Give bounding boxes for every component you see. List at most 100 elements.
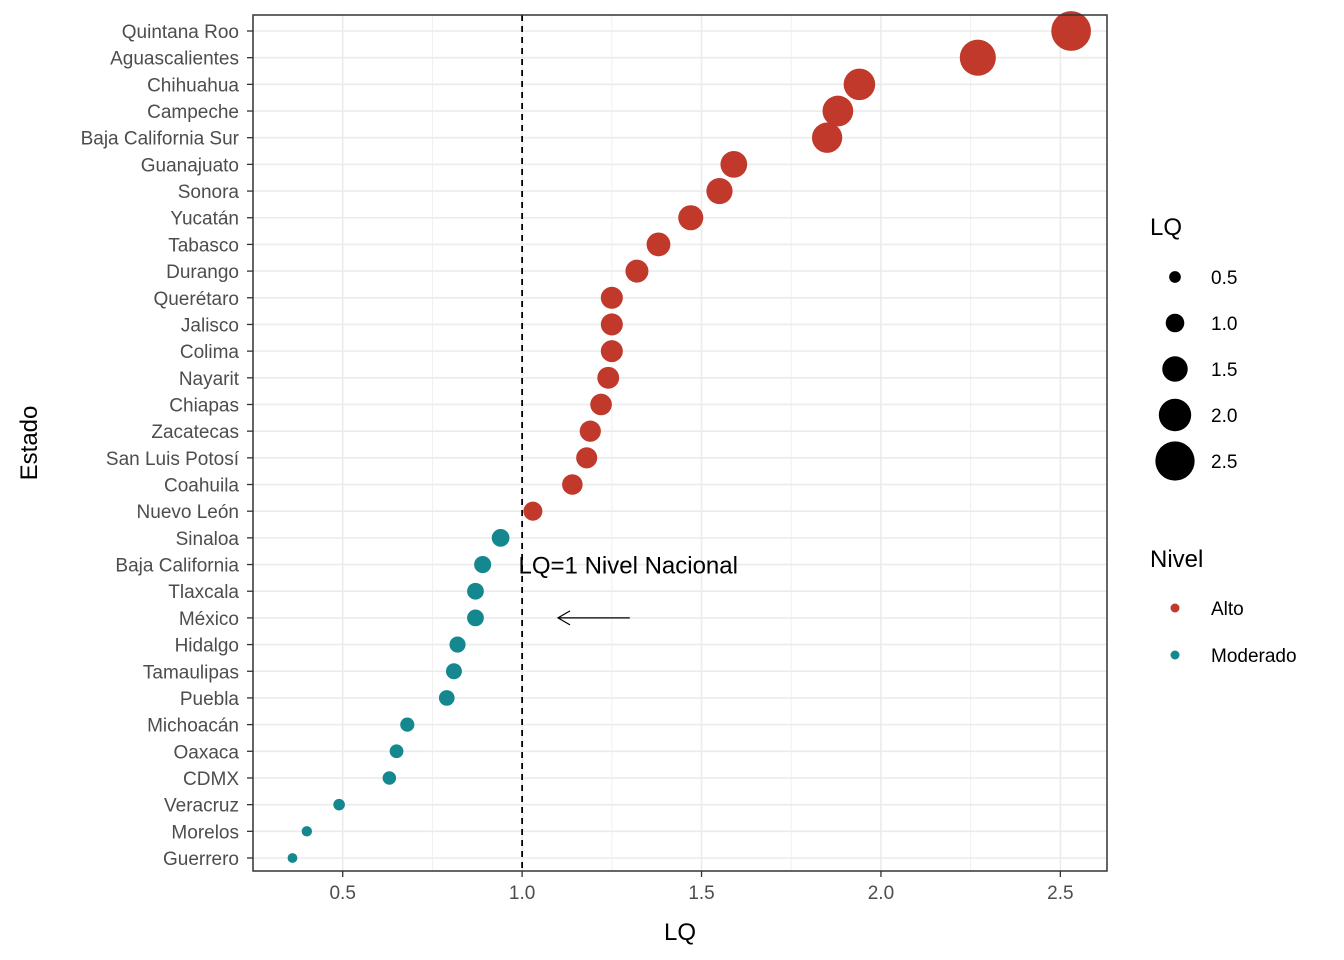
size-legend-key <box>1162 356 1188 382</box>
grid-layer <box>252 15 1107 871</box>
data-point <box>590 393 612 416</box>
x-tick-label: 1.0 <box>509 883 535 904</box>
y-tick-label: CDMX <box>183 769 239 790</box>
y-tick-label: Zacatecas <box>151 422 239 443</box>
y-tick-label: Puebla <box>180 689 240 710</box>
annotation-layer: LQ=1 Nivel Nacional <box>519 553 738 626</box>
data-point <box>523 501 543 521</box>
data-point <box>720 151 748 178</box>
y-tick-label: Nuevo León <box>137 502 239 523</box>
x-tick-label: 1.5 <box>688 883 714 904</box>
y-axis: Quintana Roo Aguascalientes Chihuahua Campe… <box>81 22 253 870</box>
plot-panel-border <box>252 14 1108 872</box>
data-point <box>445 663 462 680</box>
y-tick-label: San Luis Potosí <box>106 449 240 470</box>
y-tick-label: Yucatán <box>170 209 239 230</box>
y-tick-label: Veracruz <box>164 796 239 817</box>
size-legend-label: 1.5 <box>1211 360 1237 381</box>
y-tick-label: Guerrero <box>163 849 239 870</box>
y-tick-label: Jalisco <box>181 315 239 336</box>
y-tick-label: Colima <box>180 342 240 363</box>
data-point <box>382 771 397 785</box>
color-legend-label: Moderado <box>1211 646 1297 667</box>
size-legend-title: LQ <box>1150 214 1182 241</box>
x-tick-label: 2.0 <box>868 883 894 904</box>
y-tick-label: Guanajuato <box>141 155 239 176</box>
size-legend-key <box>1165 313 1185 333</box>
y-tick-label: Tlaxcala <box>168 582 239 603</box>
data-point <box>822 95 854 127</box>
size-legend-label: 2.0 <box>1211 406 1237 427</box>
y-tick-label: Michoacán <box>147 716 239 737</box>
annotation-arrow <box>556 610 630 626</box>
y-tick-label: Oaxaca <box>174 742 240 763</box>
data-point <box>389 744 404 759</box>
x-tick-label: 0.5 <box>329 883 355 904</box>
data-point <box>579 420 601 442</box>
x-tick-label: 2.5 <box>1047 883 1073 904</box>
y-tick-label: Sinaloa <box>176 529 240 550</box>
data-point <box>467 609 484 627</box>
x-axis: 0.5 1.0 1.5 2.0 2.5 <box>329 871 1074 904</box>
color-legend-key <box>1170 650 1180 660</box>
data-point <box>959 39 996 76</box>
data-point <box>843 68 876 101</box>
data-point <box>438 690 455 706</box>
size-legend-label: 2.5 <box>1211 452 1237 473</box>
data-point <box>491 528 510 547</box>
color-legend: Nivel Alto Moderado <box>1150 546 1297 667</box>
y-tick-label: Morelos <box>171 822 239 843</box>
size-legend-key <box>1169 271 1181 283</box>
y-tick-label: Sonora <box>178 182 240 203</box>
size-legend: LQ 0.5 1.0 1.5 2.0 2.5 <box>1150 214 1237 481</box>
y-tick-label: Tamaulipas <box>143 662 239 683</box>
data-point <box>467 582 484 600</box>
y-tick-label: Tabasco <box>168 235 239 256</box>
data-point <box>333 798 345 811</box>
y-tick-label: Chiapas <box>169 395 239 416</box>
y-tick-label: Campeche <box>147 102 239 123</box>
data-point <box>597 366 620 389</box>
y-tick-label: Querétaro <box>153 289 239 310</box>
y-tick-label: Chihuahua <box>147 75 239 96</box>
y-tick-label: México <box>179 609 239 630</box>
size-legend-key <box>1155 441 1195 481</box>
size-legend-label: 0.5 <box>1211 268 1237 289</box>
y-tick-label: Coahuila <box>164 476 239 497</box>
color-legend-title: Nivel <box>1150 546 1203 573</box>
color-legend-key <box>1170 603 1180 613</box>
data-point <box>576 447 598 469</box>
data-point <box>1051 11 1091 51</box>
size-legend-label: 1.0 <box>1211 314 1237 335</box>
y-tick-label: Quintana Roo <box>122 22 239 43</box>
plot-panel-background <box>253 15 1107 871</box>
data-point <box>400 717 415 732</box>
y-tick-label: Baja California <box>115 556 239 577</box>
size-legend-key <box>1158 398 1192 432</box>
data-point <box>600 286 623 309</box>
data-point <box>625 259 649 283</box>
y-tick-label: Nayarit <box>179 369 240 390</box>
color-legend-label: Alto <box>1211 599 1244 620</box>
annotation-arrow-head <box>556 610 571 626</box>
data-point <box>706 177 733 205</box>
y-axis-title: Estado <box>16 406 43 481</box>
data-point <box>562 474 583 495</box>
data-point <box>474 556 492 574</box>
y-tick-label: Durango <box>166 262 239 283</box>
data-point <box>301 826 312 837</box>
y-tick-label: Baja California Sur <box>81 129 240 150</box>
data-point <box>600 340 623 363</box>
y-tick-label: Aguascalientes <box>110 49 239 70</box>
x-axis-title: LQ <box>664 919 696 946</box>
data-point <box>449 636 466 653</box>
annotation-label: LQ=1 Nivel Nacional <box>519 553 738 580</box>
data-point <box>646 232 671 257</box>
data-point <box>287 853 298 863</box>
points-layer <box>287 11 1091 863</box>
data-point <box>678 205 704 231</box>
data-point <box>811 122 843 153</box>
y-tick-label: Hidalgo <box>175 636 239 657</box>
data-point <box>600 313 623 336</box>
